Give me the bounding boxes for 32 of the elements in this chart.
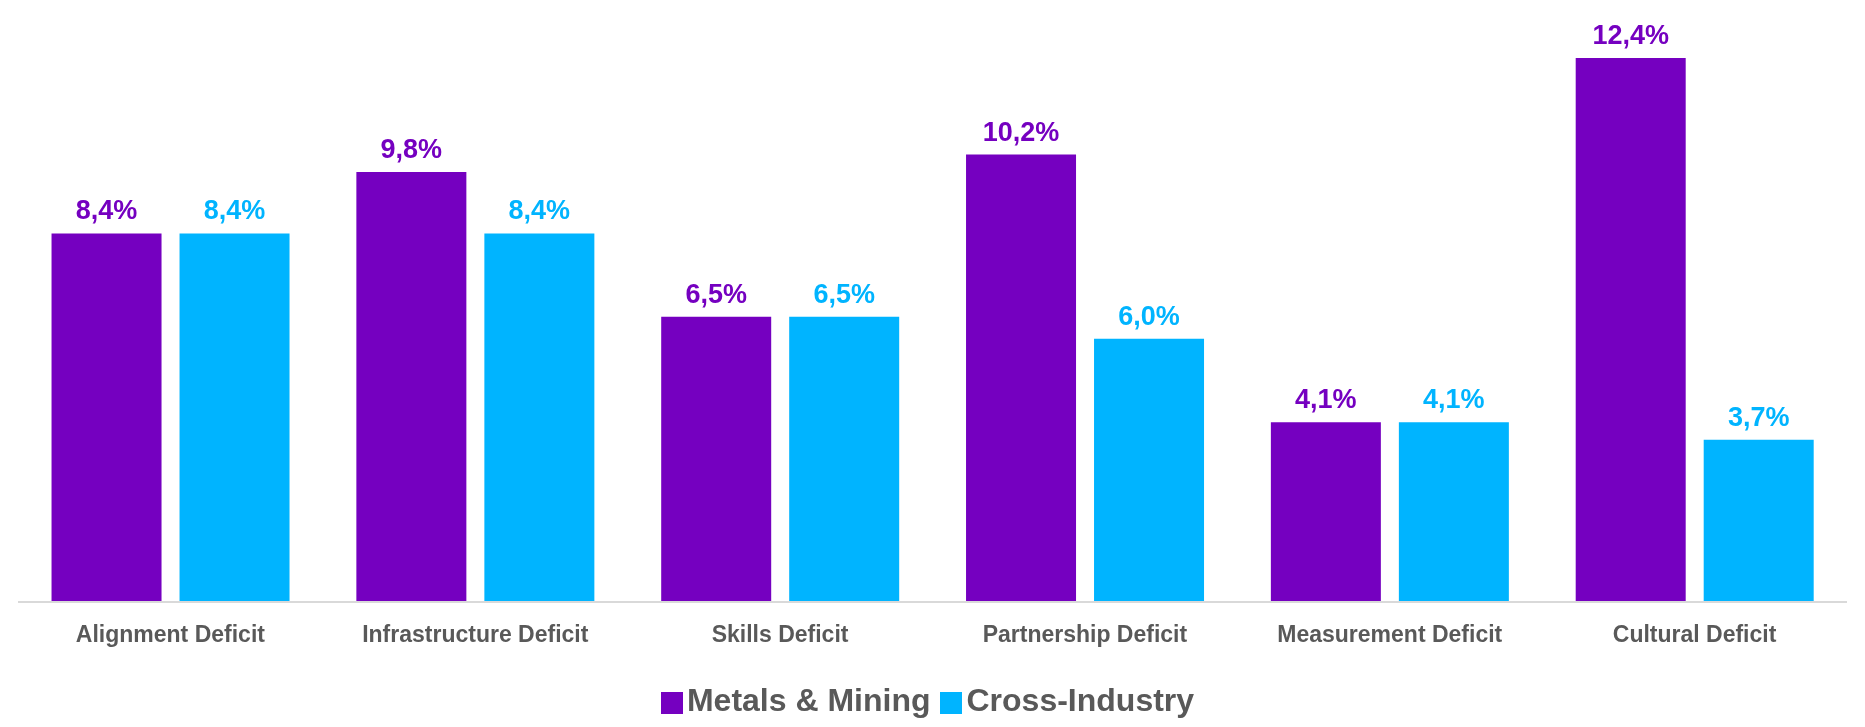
data-label: 3,7% [1727, 401, 1790, 432]
data-label: 8,4% [203, 195, 266, 226]
bar [966, 154, 1077, 602]
x-tick-label: Skills Deficit [711, 621, 849, 648]
data-label: 4,1% [1423, 384, 1485, 415]
x-tick-label: Measurement Deficit [1277, 621, 1503, 648]
bar [484, 233, 595, 602]
legend-label: Metals & Mining [686, 682, 931, 718]
bar [1094, 338, 1205, 602]
bar [356, 172, 467, 602]
data-label: 6,0% [1118, 300, 1180, 331]
x-tick-label: Partnership Deficit [982, 621, 1188, 648]
bar [661, 316, 772, 602]
x-tick-label: Alignment Deficit [75, 621, 266, 648]
data-label: 10,2% [982, 116, 1060, 147]
x-tick-label: Cultural Deficit [1612, 621, 1777, 648]
data-label: 4,1% [1295, 384, 1357, 415]
data-label: 6,5% [813, 278, 875, 309]
x-tick-label: Infrastructure Deficit [362, 621, 589, 648]
legend-label: Cross-Industry [966, 682, 1195, 718]
bar [1703, 439, 1814, 602]
bar [1398, 422, 1509, 602]
bar [1575, 58, 1686, 602]
data-label: 12,4% [1592, 20, 1669, 50]
bar [789, 316, 900, 602]
data-label: 9,8% [380, 134, 443, 165]
bar [1270, 422, 1381, 602]
data-label: 8,4% [508, 195, 571, 226]
bar [51, 233, 162, 602]
bar [179, 233, 290, 602]
data-label: 8,4% [75, 195, 138, 226]
data-label: 6,5% [685, 278, 747, 309]
